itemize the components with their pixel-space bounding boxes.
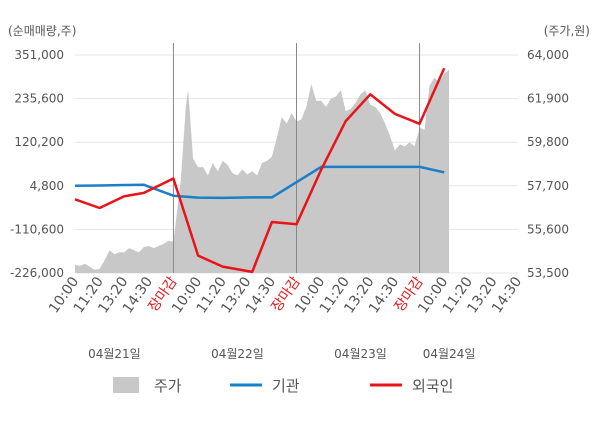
legend-label-institution: 기관 <box>272 377 300 395</box>
day-separator-lines <box>172 43 421 273</box>
left-y-tick-label: 235,600 <box>14 92 64 106</box>
legend-swatch-price <box>113 377 139 393</box>
date-label: 04월24일 <box>423 347 476 361</box>
right-axis-unit-label: (주가,원) <box>544 24 590 38</box>
x-axis: 10:0011:2013:2014:30장마감10:0011:2013:2014… <box>46 274 525 316</box>
left-y-tick-label: 4,800 <box>30 179 64 193</box>
left-y-tick-label: 351,000 <box>14 48 64 62</box>
right-y-tick-label: 57,700 <box>527 179 569 193</box>
right-y-tick-label: 59,800 <box>527 135 569 149</box>
series-lines-layer <box>74 67 446 274</box>
price-area-layer <box>75 69 450 273</box>
right-y-tick-label: 61,900 <box>527 92 569 106</box>
left-y-tick-label: 120,200 <box>14 135 64 149</box>
right-y-tick-label: 55,600 <box>527 222 569 236</box>
left-axis-unit-label: (순매매량,주) <box>8 24 76 38</box>
date-label: 04월23일 <box>334 347 387 361</box>
legend-label-price: 주가 <box>154 377 182 395</box>
left-y-axis: 351,000 235,600 120,200 4,800 -110,600 -226,0… <box>10 48 64 280</box>
left-y-tick-label: -226,000 <box>10 266 64 280</box>
legend-label-foreign: 외국인 <box>412 377 453 395</box>
left-y-tick-label: -110,600 <box>10 222 64 236</box>
foreign-line <box>74 67 446 274</box>
date-labels: 04월21일 04월22일 04월23일 04월24일 <box>88 347 475 361</box>
date-label: 04월22일 <box>211 347 264 361</box>
legend: 주가 기관 외국인 <box>113 377 453 395</box>
right-y-tick-label: 53,500 <box>527 266 569 280</box>
right-y-axis: 64,000 61,900 59,800 57,700 55,600 53,500 <box>527 48 569 280</box>
date-label: 04월21일 <box>88 347 141 361</box>
price-area <box>75 69 450 273</box>
right-y-tick-label: 64,000 <box>527 48 569 62</box>
institution-line <box>74 165 445 200</box>
